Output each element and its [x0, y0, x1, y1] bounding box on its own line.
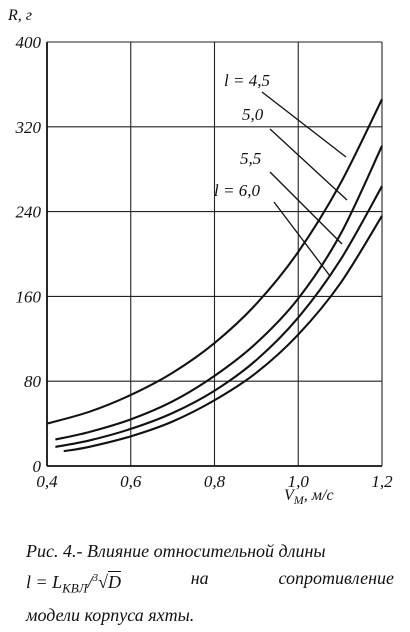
chart: 0 80 160 240 320 400 0,4 0,6 0,8 1,0 1,2 l = 4,5 5… — [7, 7, 393, 507]
x-tick-label: 1,0 — [288, 472, 310, 491]
figure-caption: Рис. 4.- Влияние относительной длины l =… — [26, 538, 394, 629]
x-tick-labels: 0,4 0,6 0,8 1,0 1,2 — [36, 472, 393, 491]
caption-line-3: модели корпуса яхты. — [26, 604, 195, 625]
leader-line-1 — [261, 91, 347, 158]
series-label-1: l = 4,5 — [224, 71, 270, 90]
y-tick-label: 320 — [15, 118, 42, 137]
y-tick-labels: 0 80 160 240 320 400 — [15, 33, 42, 476]
caption-line-2: l = LКВЛ/3√D на сопротивление — [26, 565, 394, 602]
y-tick-label: 80 — [24, 372, 42, 391]
x-tick-label: 0,6 — [120, 472, 142, 491]
x-tick-label: 0,8 — [204, 472, 226, 491]
series-label-3: 5,5 — [240, 149, 261, 168]
series-labels: l = 4,5 5,0 5,5 l = 6,0 — [214, 71, 270, 200]
y-tick-label: 240 — [16, 203, 42, 222]
y-axis-label: R, г — [7, 7, 32, 24]
y-tick-label: 400 — [16, 33, 42, 52]
series-label-2: 5,0 — [242, 105, 264, 124]
caption-formula: l = LКВЛ/3√D — [26, 572, 121, 596]
leader-line-4 — [273, 201, 331, 277]
leader-line-2 — [269, 128, 348, 201]
x-tick-label: 1,2 — [371, 472, 393, 491]
grid — [47, 41, 383, 466]
x-tick-label: 0,4 — [36, 472, 58, 491]
caption-word-resistance: сопротивление — [278, 568, 394, 588]
y-tick-label: 0 — [33, 457, 42, 476]
label-leader-lines — [261, 91, 348, 277]
series-line-3 — [55, 185, 383, 448]
y-tick-label: 160 — [16, 287, 42, 306]
series-lines — [46, 98, 383, 453]
caption-word-na: на — [190, 568, 209, 588]
series-label-4: l = 6,0 — [214, 181, 260, 200]
caption-line-1: Рис. 4.- Влияние относительной длины — [26, 541, 326, 561]
axes — [46, 42, 382, 467]
series-line-2 — [55, 145, 383, 441]
x-axis-label: VM, м/с — [284, 487, 334, 507]
series-line-4 — [63, 215, 383, 453]
series-line-1 — [46, 98, 383, 425]
leader-line-3 — [269, 171, 343, 245]
